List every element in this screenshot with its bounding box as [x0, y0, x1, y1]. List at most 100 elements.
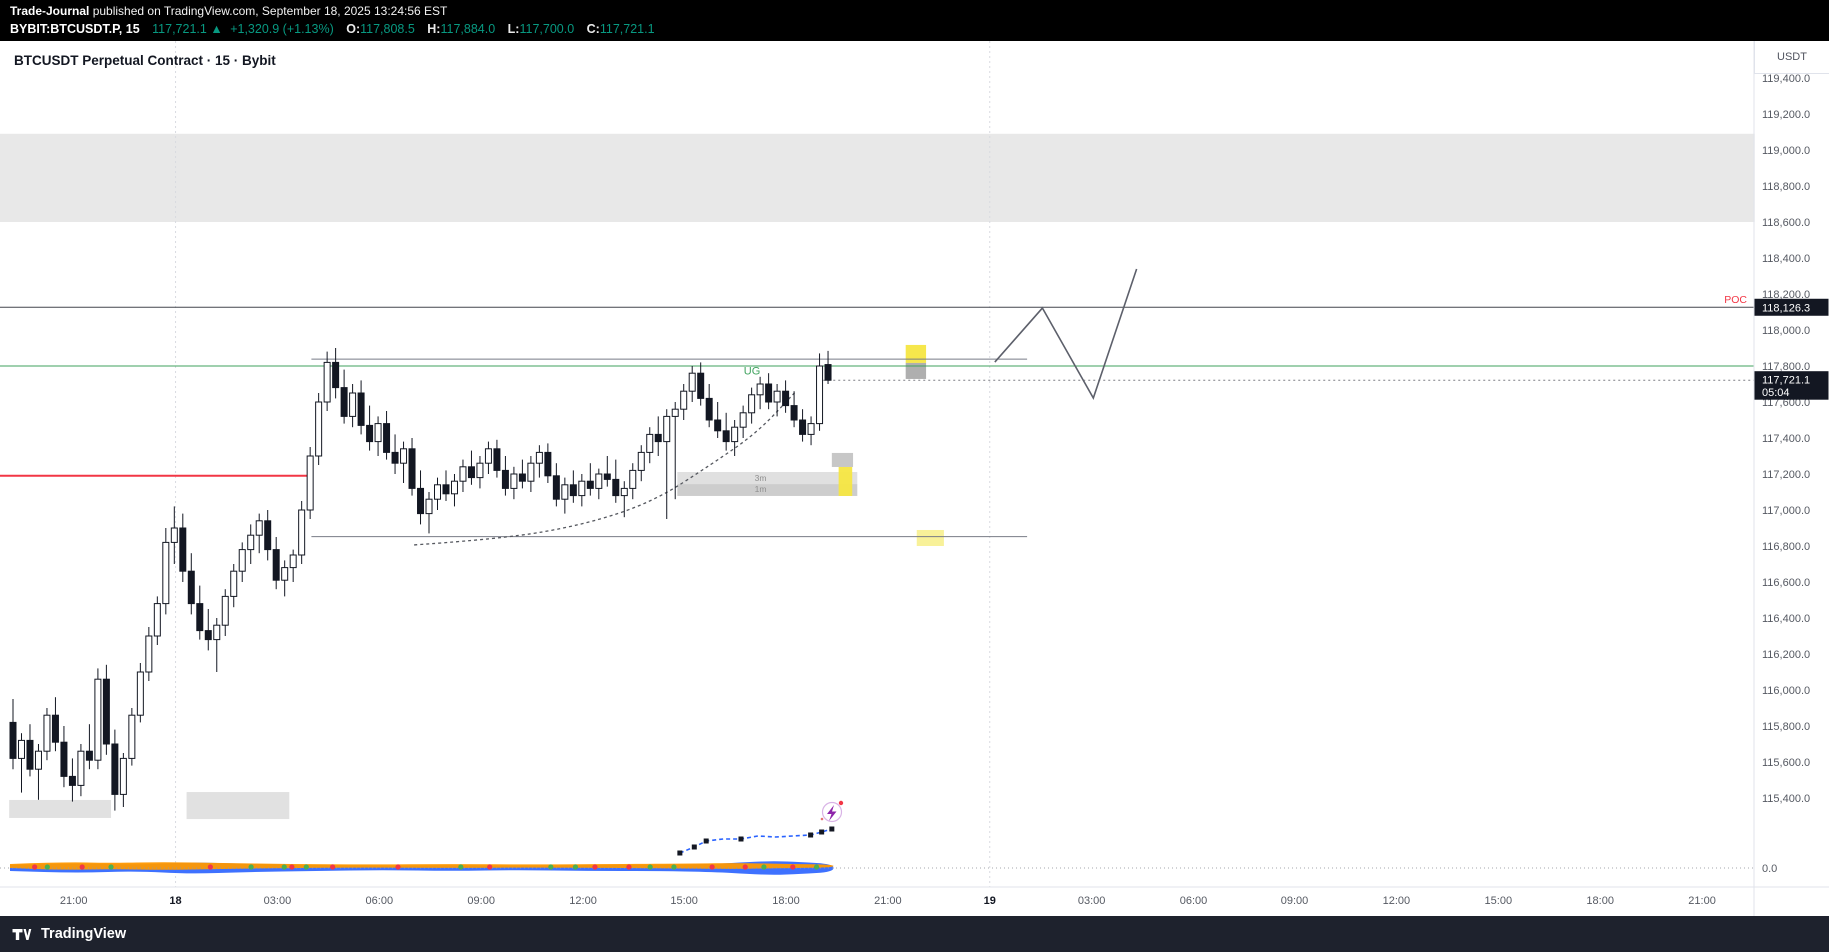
- candle: [9, 721, 17, 759]
- badges-layer: 118,126.3 117,721.105:04: [1754, 298, 1829, 400]
- candle: [298, 509, 306, 556]
- price-tick: 116,800.0: [1762, 541, 1810, 553]
- candle: [484, 448, 492, 464]
- momentum-square: [677, 850, 683, 856]
- candle: [654, 433, 662, 443]
- publish-line: Trade-Journal published on TradingView.c…: [10, 3, 1829, 20]
- svg-text:117,721.1: 117,721.1: [1762, 375, 1810, 387]
- candle: [646, 433, 654, 453]
- candle: [357, 392, 365, 426]
- candle: [26, 739, 34, 770]
- low-label: L:: [507, 22, 520, 36]
- zigzag-projection[interactable]: [994, 268, 1138, 400]
- candle: [450, 480, 458, 495]
- gray-box-top: [905, 362, 927, 379]
- candle: [238, 549, 246, 572]
- curve-layer: [414, 390, 797, 546]
- candle: [323, 361, 331, 403]
- candle: [799, 419, 807, 435]
- tradingview-brand[interactable]: TradingView: [41, 926, 127, 942]
- footer-bar: TradingView: [0, 916, 1829, 952]
- time-tick: 21:00: [60, 895, 88, 907]
- candle: [145, 635, 153, 673]
- candle: [476, 462, 484, 479]
- candle: [544, 451, 552, 477]
- candle: [315, 401, 323, 457]
- time-tick: 18:00: [1586, 895, 1614, 907]
- price-axis-currency-toggle[interactable]: USDT: [1754, 41, 1829, 74]
- candle: [68, 775, 76, 786]
- candle: [680, 390, 688, 410]
- flash-icon[interactable]: [820, 800, 844, 823]
- candle: [349, 392, 357, 417]
- price-tick-zero: 0.0: [1762, 863, 1777, 875]
- time-tick: 03:00: [1078, 895, 1106, 907]
- price-tick: 119,000.0: [1762, 145, 1810, 157]
- candle: [493, 448, 501, 471]
- candle: [739, 412, 747, 428]
- time-tick: 12:00: [1383, 895, 1411, 907]
- notification-dot: [838, 800, 844, 806]
- projection-layer: [994, 268, 1138, 400]
- momentum-square: [819, 829, 825, 835]
- time-axis[interactable]: 21:00 18 03:00 06:00 09:00 12:00 15:00 18:00 21:…: [0, 886, 1829, 907]
- candle: [60, 741, 68, 777]
- candle: [204, 630, 212, 641]
- candle: [552, 475, 560, 500]
- indicator-layer: [0, 826, 1754, 875]
- price-tick: 116,600.0: [1762, 577, 1810, 589]
- high-value: 117,884.0: [440, 22, 496, 36]
- candle: [34, 750, 42, 770]
- close-label: C:: [586, 22, 600, 36]
- time-tick: 21:00: [1688, 895, 1716, 907]
- session-separators: [175, 41, 991, 887]
- candle: [459, 466, 467, 482]
- tradingview-logo-icon[interactable]: [12, 926, 33, 943]
- candle: [637, 451, 645, 471]
- gray-box-mid: [831, 452, 854, 467]
- last-price-value: 117,721.1: [152, 22, 207, 36]
- publish-header: Trade-Journal published on TradingView.c…: [0, 0, 1829, 41]
- candle: [807, 423, 815, 435]
- yellow-box-mid: [838, 466, 853, 496]
- last-price-badge: [1754, 371, 1829, 400]
- candle: [629, 469, 637, 489]
- candle: [501, 469, 509, 489]
- price-axis[interactable]: 119,400.0 119,200.0 119,000.0 118,800.0 118,…: [1753, 41, 1810, 916]
- candle: [688, 372, 696, 392]
- time-tick: 06:00: [366, 895, 394, 907]
- candle: [391, 451, 399, 464]
- price-tick: 117,800.0: [1762, 361, 1810, 373]
- candle: [518, 473, 526, 482]
- candle: [408, 448, 416, 489]
- time-tick: 21:00: [874, 895, 902, 907]
- candle: [230, 570, 238, 597]
- bottom-left-zone-2: [186, 792, 290, 820]
- candle: [697, 372, 705, 399]
- up-triangle-icon: ▲: [210, 22, 223, 36]
- svg-text:05:04: 05:04: [1762, 387, 1790, 399]
- candle: [612, 478, 620, 497]
- label-3m: 3m: [755, 473, 767, 483]
- candle: [213, 624, 221, 641]
- candle: [77, 750, 85, 786]
- candle: [289, 554, 297, 569]
- candle: [128, 714, 136, 759]
- candles-layer: [9, 348, 832, 811]
- candle: [620, 487, 628, 497]
- price-tick: 118,000.0: [1762, 325, 1810, 337]
- candle: [417, 487, 425, 515]
- band-3m: [677, 472, 858, 485]
- symbol-title: BYBIT:BTCUSDT.P, 15: [10, 22, 140, 36]
- price-tick: 118,200.0: [1762, 289, 1810, 301]
- publish-info: published on TradingView.com, September …: [89, 4, 448, 18]
- time-tick: 12:00: [569, 895, 597, 907]
- candle: [170, 527, 178, 543]
- price-tick: 119,400.0: [1762, 73, 1810, 85]
- candle: [663, 415, 671, 443]
- candle: [714, 419, 722, 432]
- dotted-curve[interactable]: [414, 390, 797, 546]
- price-tick: 116,000.0: [1762, 685, 1810, 697]
